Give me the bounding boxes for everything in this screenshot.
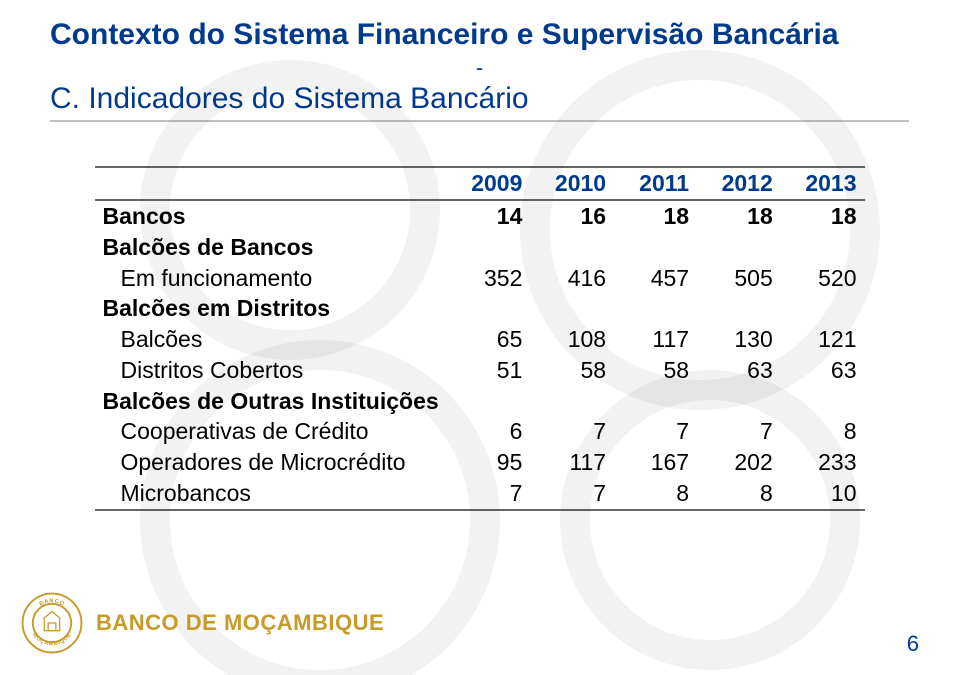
row-label: Balcões de Bancos	[95, 232, 447, 263]
cell-value	[447, 386, 531, 417]
cell-value: 7	[530, 416, 614, 447]
cell-value: 18	[697, 200, 781, 232]
cell-value	[614, 293, 697, 324]
cell-value: 233	[781, 447, 865, 478]
svg-text:BANCO: BANCO	[39, 599, 66, 608]
row-label: Distritos Cobertos	[95, 355, 447, 386]
svg-text:MOÇAMBIQUE: MOÇAMBIQUE	[31, 632, 73, 648]
row-label: Cooperativas de Crédito	[95, 416, 447, 447]
bank-seal-icon: BANCO MOÇAMBIQUE	[20, 591, 84, 655]
cell-value: 130	[697, 324, 781, 355]
page-title: Contexto do Sistema Financeiro e Supervi…	[50, 18, 909, 116]
row-label: Balcões	[95, 324, 447, 355]
bank-name: BANCO DE MOÇAMBIQUE	[96, 610, 384, 636]
cell-value: 18	[781, 200, 865, 232]
footer-logo: BANCO MOÇAMBIQUE BANCO DE MOÇAMBIQUE	[20, 591, 384, 655]
cell-value: 95	[447, 447, 531, 478]
row-label: Balcões de Outras Instituições	[95, 386, 447, 417]
cell-value: 14	[447, 200, 531, 232]
title-block: Contexto do Sistema Financeiro e Supervi…	[0, 0, 959, 122]
cell-value: 108	[530, 324, 614, 355]
cell-value: 16	[530, 200, 614, 232]
title-underline	[50, 120, 909, 122]
cell-value: 416	[530, 263, 614, 294]
cell-value	[697, 293, 781, 324]
cell-value: 58	[530, 355, 614, 386]
col-header-year: 2012	[697, 167, 781, 200]
cell-value	[447, 293, 531, 324]
cell-value: 202	[697, 447, 781, 478]
cell-value: 7	[697, 416, 781, 447]
col-header-year: 2011	[614, 167, 697, 200]
cell-value	[530, 232, 614, 263]
row-label: Operadores de Microcrédito	[95, 447, 447, 478]
cell-value: 8	[781, 416, 865, 447]
cell-value	[447, 232, 531, 263]
cell-value: 58	[614, 355, 697, 386]
row-label: Bancos	[95, 200, 447, 232]
cell-value	[781, 293, 865, 324]
row-label: Em funcionamento	[95, 263, 447, 294]
cell-value: 117	[614, 324, 697, 355]
cell-value: 505	[697, 263, 781, 294]
cell-value: 7	[530, 478, 614, 510]
col-header-year: 2010	[530, 167, 614, 200]
cell-value: 8	[697, 478, 781, 510]
cell-value	[614, 232, 697, 263]
cell-value: 520	[781, 263, 865, 294]
row-label: Balcões em Distritos	[95, 293, 447, 324]
cell-value: 65	[447, 324, 531, 355]
cell-value: 457	[614, 263, 697, 294]
cell-value: 7	[614, 416, 697, 447]
cell-value: 121	[781, 324, 865, 355]
cell-value: 7	[447, 478, 531, 510]
cell-value: 167	[614, 447, 697, 478]
cell-value	[530, 386, 614, 417]
cell-value: 352	[447, 263, 531, 294]
cell-value: 8	[614, 478, 697, 510]
cell-value	[614, 386, 697, 417]
cell-value	[697, 386, 781, 417]
col-header-year: 2013	[781, 167, 865, 200]
title-line-2: C. Indicadores do Sistema Bancário	[50, 82, 909, 117]
page-number: 6	[907, 631, 919, 657]
cell-value	[697, 232, 781, 263]
cell-value	[530, 293, 614, 324]
title-line-1: Contexto do Sistema Financeiro e Supervi…	[50, 18, 839, 51]
col-header-label	[95, 167, 447, 200]
cell-value: 63	[697, 355, 781, 386]
col-header-year: 2009	[447, 167, 531, 200]
cell-value: 10	[781, 478, 865, 510]
cell-value: 6	[447, 416, 531, 447]
cell-value: 18	[614, 200, 697, 232]
title-dash: -	[50, 55, 909, 80]
cell-value	[781, 386, 865, 417]
row-label: Microbancos	[95, 478, 447, 510]
data-table: 20092010201120122013Bancos1416181818Balc…	[95, 166, 865, 510]
cell-value: 63	[781, 355, 865, 386]
cell-value	[781, 232, 865, 263]
cell-value: 51	[447, 355, 531, 386]
cell-value: 117	[530, 447, 614, 478]
